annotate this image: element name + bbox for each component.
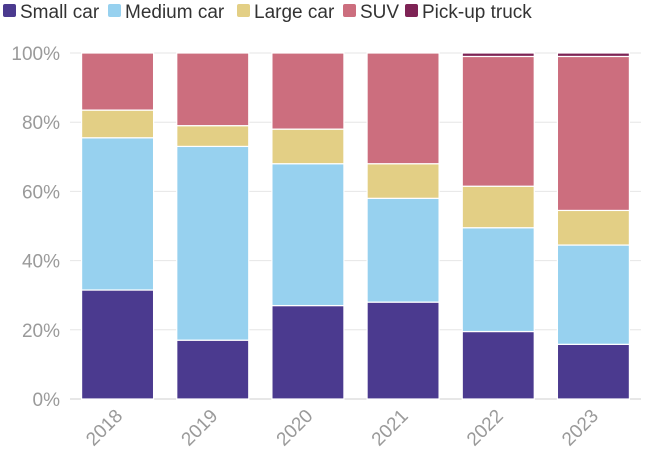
y-tick-label: 40% (22, 252, 60, 273)
bar-small-car-2022 (461, 330, 535, 400)
legend-swatch-medium-car (108, 4, 121, 17)
bar-medium-car-2021 (366, 197, 440, 303)
y-tick-label: 100% (11, 44, 60, 65)
bar-medium-car-2023 (556, 244, 631, 345)
x-tick-label: 2023 (558, 406, 603, 451)
bar-large-car-2022 (461, 185, 535, 229)
bar-small-car-2019 (176, 339, 250, 400)
bar-medium-car-2022 (461, 227, 535, 333)
y-axis: 0% 20% 40% 60% 80% 100% (11, 44, 60, 411)
legend-label-large-car: Large car (254, 2, 335, 23)
legend-swatch-pick-up-truck (405, 4, 418, 17)
bar-large-car-2019 (176, 125, 250, 148)
y-tick-label: 0% (33, 390, 61, 411)
gridlines (70, 52, 641, 400)
legend-label-suv: SUV (360, 2, 399, 23)
y-tick-label: 20% (22, 321, 60, 342)
bar-small-car-2020 (271, 304, 345, 400)
legend-label-small-car: Small car (20, 2, 100, 23)
bar-large-car-2020 (271, 128, 345, 165)
x-tick-label: 2019 (178, 406, 223, 451)
bar-suv-2019 (176, 52, 250, 127)
bar-pick-up-truck-2023 (556, 52, 631, 58)
legend-swatch-large-car (237, 4, 250, 17)
bar-large-car-2021 (366, 163, 440, 199)
y-tick-label: 60% (22, 182, 60, 203)
bar-pick-up-truck-2022 (461, 52, 535, 58)
bar-medium-car-2020 (271, 163, 345, 307)
x-tick-label: 2022 (463, 406, 508, 451)
bar-small-car-2023 (556, 343, 631, 400)
y-tick-label: 80% (22, 113, 60, 134)
x-tick-label: 2020 (273, 406, 318, 451)
bar-suv-2023 (556, 55, 631, 212)
x-tick-label: 2018 (82, 406, 127, 451)
x-tick-label: 2021 (368, 406, 413, 451)
bar-suv-2020 (271, 52, 345, 130)
bar-large-car-2018 (80, 109, 155, 139)
legend-label-medium-car: Medium car (125, 2, 225, 23)
bar-suv-2022 (461, 55, 535, 187)
bar-medium-car-2019 (176, 145, 250, 341)
bar-medium-car-2018 (80, 137, 155, 291)
bars (80, 52, 631, 400)
bar-small-car-2021 (366, 301, 440, 400)
bar-large-car-2023 (556, 209, 631, 246)
bar-small-car-2018 (80, 289, 155, 400)
bar-suv-2018 (80, 52, 155, 111)
legend: Small car Medium car Large car SUV Pick-up t… (3, 2, 532, 23)
x-axis: 2018 2019 2020 2021 2022 2023 (82, 406, 603, 451)
legend-label-pick-up-truck: Pick-up truck (422, 2, 532, 23)
legend-swatch-small-car (3, 4, 16, 17)
legend-swatch-suv (343, 4, 356, 17)
bar-suv-2021 (366, 52, 440, 165)
